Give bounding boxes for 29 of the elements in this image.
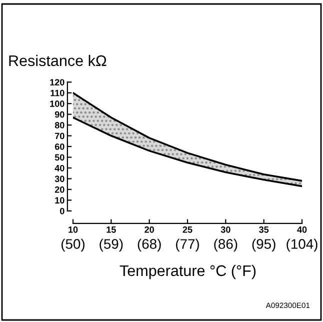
y-tick-label: 50: [54, 154, 64, 161]
y-tick-label: 110: [50, 90, 64, 96]
x2-tick-label: (59): [100, 238, 123, 252]
y-tick-label: 20: [54, 186, 64, 193]
x-tick-label: 10: [68, 226, 78, 233]
y-tick-label: 70: [55, 132, 64, 140]
y-tick-label: 120: [50, 79, 64, 86]
x-tick-label: 30: [220, 226, 230, 233]
x2-tick-label: (86): [214, 238, 238, 252]
y-tick-label: 80: [54, 122, 64, 128]
y-axis-title: Resistance kΩ: [9, 54, 106, 66]
x-axis-title: Temperature °C (°F): [120, 264, 256, 280]
y-tick-label: 60: [54, 143, 64, 150]
x-tick-label: 15: [106, 226, 116, 233]
x-tick-label: 20: [144, 226, 154, 233]
x-tick-label: 35: [259, 226, 269, 233]
y-tick-label: 100: [50, 100, 64, 107]
y-tick-label: 90: [54, 111, 64, 118]
x2-tick-label: (95): [252, 238, 276, 252]
y-tick-label: 10: [55, 197, 64, 204]
x2-tick-label: (77): [176, 238, 199, 252]
x2-tick-label: (50): [62, 238, 84, 252]
y-tick-label: 40: [54, 164, 64, 172]
y-tick-label: 0: [60, 208, 64, 214]
x-tick-label: 25: [182, 226, 192, 233]
y-tick-label: 30: [54, 176, 64, 182]
x2-tick-label: (68): [138, 238, 161, 252]
x-tick-label: 40: [297, 226, 307, 233]
x2-tick-label: (104): [286, 238, 318, 252]
